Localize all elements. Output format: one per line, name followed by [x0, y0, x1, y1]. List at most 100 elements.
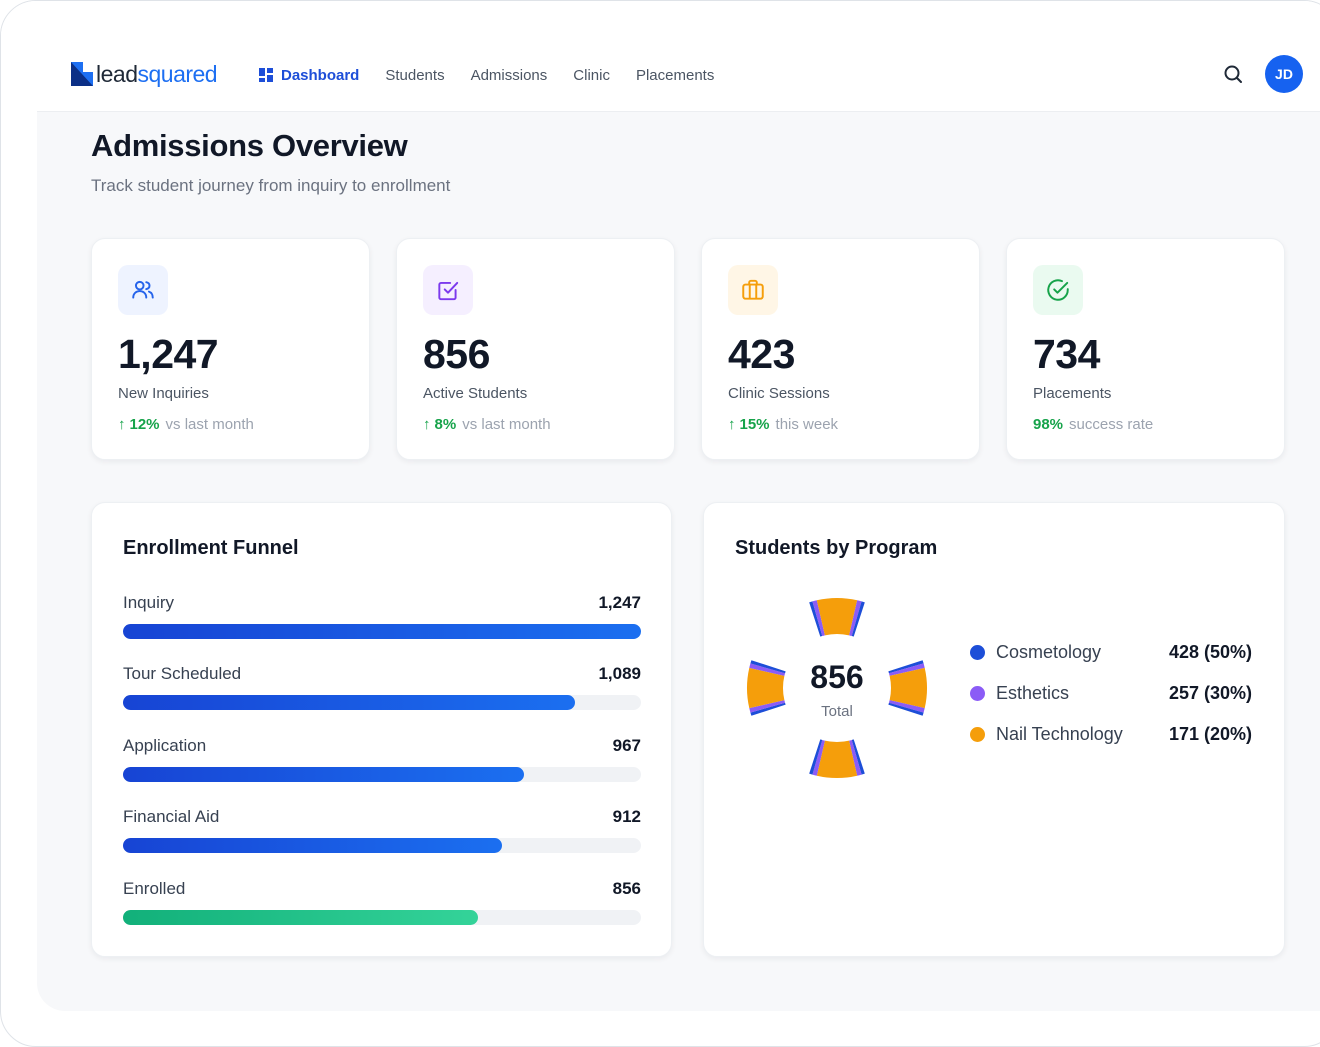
stat-icon-wrap — [728, 265, 778, 315]
stat-icon-wrap — [118, 265, 168, 315]
legend-name: Nail Technology — [996, 724, 1123, 744]
stat-trend: 98% success rate — [1033, 416, 1153, 433]
users-icon — [132, 280, 154, 299]
legend-value: 171 (20%) — [1168, 724, 1252, 744]
check-circle-icon — [1047, 279, 1069, 301]
progress-track — [123, 910, 641, 925]
program-donut-chart — [747, 598, 927, 778]
stat-card-inquiries[interactable]: 1,247 New Inquiries ↑ 12% vs last month — [91, 238, 370, 460]
stat-trend: ↑ 15% this week — [728, 416, 838, 433]
nav-item-label: Placements — [635, 66, 715, 84]
stat-label: Active Students — [423, 385, 528, 402]
legend-item-cosmetology: Cosmetology 428 (50%) — [970, 640, 1252, 666]
progress-fill — [123, 624, 641, 639]
donut-segment-cosmetology — [809, 739, 823, 775]
trend-value: 8% — [434, 416, 457, 433]
legend-dot — [970, 727, 985, 742]
legend-item-nail-technology: Nail Technology 171 (20%) — [970, 722, 1252, 748]
donut-segment-esthetics — [749, 663, 786, 676]
stat-trend: ↑ 12% vs last month — [118, 416, 254, 433]
stat-card-placements[interactable]: 734 Placements 98% success rate — [1006, 238, 1285, 460]
trend-change: ↑ 12% — [118, 416, 160, 433]
donut-segment-nail-technology — [889, 667, 927, 709]
trend-suffix: vs last month — [165, 416, 254, 433]
funnel-label: Tour Scheduled — [123, 664, 242, 683]
trend-change: ↑ 15% — [728, 416, 770, 433]
nav-item-label: Students — [385, 66, 445, 84]
donut-segment-esthetics — [812, 739, 825, 776]
nav-item-placements[interactable]: Placements — [636, 63, 714, 87]
funnel-label: Enrolled — [123, 879, 186, 898]
legend-name: Esthetics — [996, 683, 1070, 703]
nav-item-label: Dashboard — [281, 66, 360, 84]
funnel-row-inquiry: Inquiry 1,247 — [123, 593, 641, 643]
donut-segment-cosmetology — [851, 601, 865, 637]
progress-fill — [123, 695, 576, 710]
funnel-value: 856 — [612, 879, 641, 898]
dashboard-grid-icon — [259, 68, 273, 82]
donut-segment-nail-technology — [816, 598, 858, 636]
donut-segment-cosmetology — [888, 702, 924, 716]
nav-item-label: Clinic — [573, 66, 610, 84]
nav-item-label: Admissions — [470, 66, 548, 84]
donut-segment-cosmetology — [750, 660, 786, 674]
funnel-value: 1,247 — [598, 593, 641, 612]
progress-track — [123, 767, 641, 782]
trend-change: ↑ 8% — [423, 416, 456, 433]
funnel-row-financial-aid: Financial Aid 912 — [123, 807, 641, 857]
stat-trend: ↑ 8% vs last month — [423, 416, 551, 433]
logo[interactable]: lead squared — [71, 59, 218, 89]
funnel-row-enrolled: Enrolled 856 — [123, 879, 641, 929]
nav-item-students[interactable]: Students — [385, 63, 444, 87]
donut-total: 856 — [810, 659, 864, 695]
main-content: Admissions Overview Track student journe… — [37, 111, 1320, 1011]
trend-value: 15% — [739, 416, 770, 433]
arrow-up-icon: ↑ — [728, 416, 736, 433]
avatar[interactable]: JD — [1265, 55, 1303, 93]
nav-item-dashboard[interactable]: Dashboard — [259, 63, 359, 87]
arrow-up-icon: ↑ — [118, 416, 126, 433]
donut-segment-cosmetology — [888, 660, 924, 674]
stat-icon-wrap — [1033, 265, 1083, 315]
nav-item-admissions[interactable]: Admissions — [471, 63, 548, 87]
page-title: Admissions Overview — [91, 128, 408, 163]
stat-value: 1,247 — [118, 331, 219, 377]
donut-segment-esthetics — [849, 600, 862, 637]
progress-track — [123, 838, 641, 853]
briefcase-icon — [742, 279, 764, 300]
progress-fill — [123, 838, 502, 853]
legend-dot — [970, 686, 985, 701]
trend-value: 12% — [129, 416, 160, 433]
funnel-label: Financial Aid — [123, 807, 220, 826]
donut-segment-nail-technology — [816, 740, 858, 778]
funnel-label: Application — [123, 736, 207, 755]
legend-value: 257 (30%) — [1168, 683, 1252, 703]
stat-label: Placements — [1033, 385, 1112, 402]
funnel-value: 912 — [612, 807, 641, 826]
donut-segment-esthetics — [888, 663, 925, 676]
funnel-row-tour-scheduled: Tour Scheduled 1,089 — [123, 664, 641, 714]
trend-change: 98% — [1033, 416, 1063, 433]
stat-label: New Inquiries — [118, 385, 209, 402]
donut-total-label: Total — [821, 703, 853, 720]
top-navigation: lead squared Dashboard Students Admission… — [1, 1, 1320, 111]
legend-name: Cosmetology — [996, 642, 1102, 662]
panel-title: Students by Program — [735, 537, 938, 559]
donut-segment-esthetics — [812, 600, 825, 637]
funnel-value: 1,089 — [598, 664, 641, 683]
donut-segment-cosmetology — [809, 601, 823, 637]
stat-card-active-students[interactable]: 856 Active Students ↑ 8% vs last month — [396, 238, 675, 460]
funnel-value: 967 — [612, 736, 641, 755]
search-icon[interactable] — [1221, 62, 1245, 86]
stat-value: 856 — [423, 331, 490, 377]
stat-card-clinic-sessions[interactable]: 423 Clinic Sessions ↑ 15% this week — [701, 238, 980, 460]
legend-item-esthetics: Esthetics 257 (30%) — [970, 681, 1252, 707]
funnel-row-application: Application 967 — [123, 736, 641, 786]
students-by-program-panel: Students by Program 856 Total Cosmetolog… — [703, 502, 1285, 957]
nav-item-clinic[interactable]: Clinic — [573, 63, 610, 87]
panel-title: Enrollment Funnel — [123, 537, 299, 559]
donut-segment-cosmetology — [750, 702, 786, 716]
progress-track — [123, 624, 641, 639]
stat-value: 734 — [1033, 331, 1100, 377]
